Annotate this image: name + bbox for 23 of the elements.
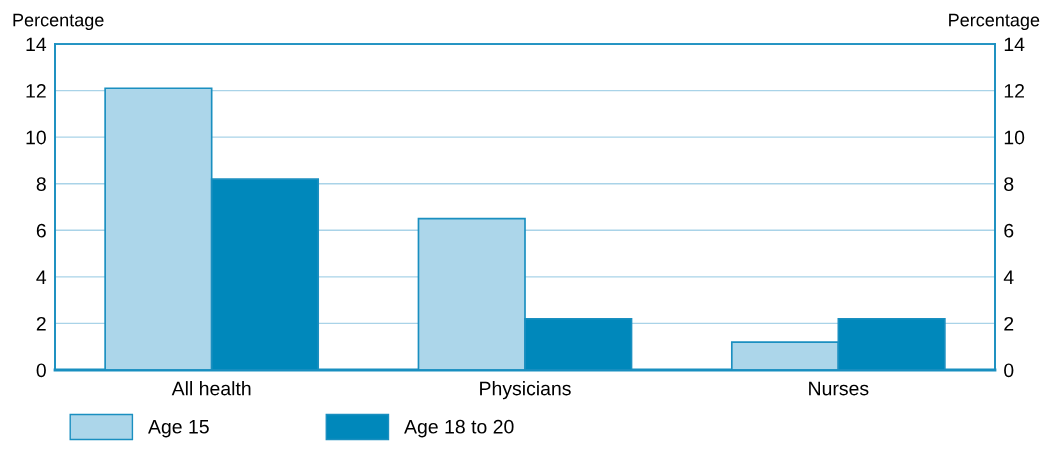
y-axis-title: Percentage — [13, 13, 104, 30]
y-tick-label: 0 — [36, 363, 46, 378]
y-tick-label: 14 — [26, 37, 47, 52]
y2-tick-label: 10 — [1004, 130, 1025, 145]
x-tick-label: Physicians — [480, 381, 571, 400]
legend-label: Age 15 — [148, 420, 209, 438]
y-tick-label: 6 — [36, 223, 46, 238]
y2-tick-label: 2 — [1004, 316, 1014, 331]
y2-tick-label: 6 — [1004, 223, 1014, 238]
y2-tick-label: 0 — [1004, 363, 1014, 378]
y2-tick-label: 8 — [1004, 177, 1014, 191]
x-tick-label: Nurses — [809, 381, 869, 396]
y2-axis-title: Percentage — [949, 13, 1040, 30]
y2-tick-label: 4 — [1003, 270, 1014, 284]
y-tick-label: 8 — [36, 177, 46, 191]
x-tick-label: All health — [171, 381, 251, 396]
y-tick-label: 12 — [26, 84, 46, 98]
y2-tick-label: 12 — [1004, 84, 1024, 98]
y2-tick-label: 14 — [1004, 37, 1025, 52]
y-tick-label: 4 — [36, 270, 47, 284]
legend-label: Age 18 to 20 — [404, 419, 514, 438]
y-tick-label: 2 — [36, 316, 46, 331]
y-tick-label: 10 — [26, 130, 46, 145]
